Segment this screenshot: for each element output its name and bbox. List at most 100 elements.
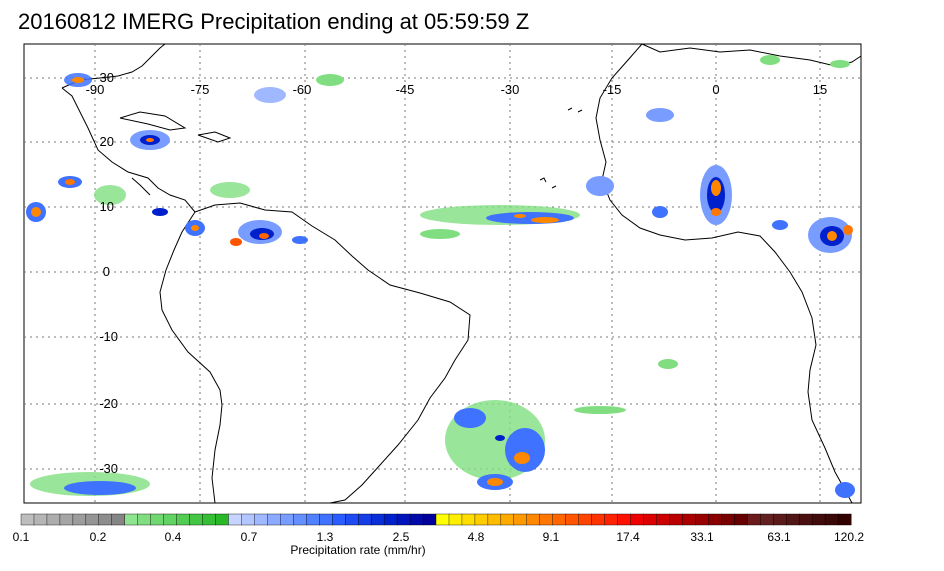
colorbar-tick-label: 0.4 xyxy=(165,530,182,544)
africa-coastline xyxy=(595,43,853,504)
precipitation-field xyxy=(26,55,855,498)
colorbar-swatch xyxy=(111,513,126,526)
lon-label: -15 xyxy=(603,82,622,97)
colorbar-swatch xyxy=(267,513,281,526)
cape-verde-islands xyxy=(539,177,557,189)
colorbar-swatch xyxy=(474,513,489,526)
colorbar-swatch xyxy=(280,513,294,526)
colorbar-swatch xyxy=(46,513,61,526)
colorbar-swatch xyxy=(254,513,268,526)
central-america-coastline xyxy=(61,87,196,213)
colorbar-swatch xyxy=(526,513,541,526)
lat-label: 10 xyxy=(100,199,114,214)
colorbar-swatch xyxy=(539,513,554,526)
colorbar-swatch xyxy=(785,513,800,526)
colorbar-swatch xyxy=(448,513,463,526)
colorbar-swatch xyxy=(72,513,87,526)
cuba-coastline xyxy=(119,111,187,131)
colorbar-swatch xyxy=(500,513,515,526)
colorbar-swatch xyxy=(319,513,333,526)
colorbar-swatch xyxy=(176,513,191,526)
colorbar-swatch xyxy=(357,513,372,526)
colorbar-swatch xyxy=(721,513,735,526)
colorbar-swatch xyxy=(682,513,696,526)
colorbar-tick-label: 1.3 xyxy=(317,530,334,544)
colorbar-swatch xyxy=(656,513,670,526)
colorbar-swatch xyxy=(513,513,528,526)
colorbar-swatch xyxy=(150,513,165,526)
colorbar-swatch xyxy=(565,513,580,526)
colorbar-tick-label: 0.2 xyxy=(90,530,107,544)
colorbar-swatch xyxy=(124,513,139,526)
colorbar-swatch xyxy=(591,513,606,526)
colorbar-tick-label: 0.1 xyxy=(13,530,30,544)
colorbar-tick-label: 0.7 xyxy=(241,530,258,544)
colorbar-swatch xyxy=(669,513,683,526)
colorbar-swatch xyxy=(708,513,722,526)
colorbar-swatch xyxy=(228,513,242,526)
colorbar-swatch xyxy=(578,513,593,526)
lon-label: -75 xyxy=(191,82,210,97)
hispaniola-coastline xyxy=(197,131,232,143)
colorbar-tick-labels: 0.1 0.2 0.4 0.7 1.3 2.5 4.8 9.1 17.4 33.… xyxy=(13,530,865,544)
colorbar-swatch xyxy=(422,513,437,526)
south-america-coastline xyxy=(159,202,471,504)
lat-label: -20 xyxy=(99,396,118,411)
colorbar-swatch xyxy=(345,513,359,526)
colorbar-swatch xyxy=(811,513,826,526)
lon-label: -60 xyxy=(293,82,312,97)
graticule xyxy=(24,44,861,503)
colorbar-swatch xyxy=(85,513,100,526)
colorbar-swatch xyxy=(409,513,424,526)
map-frame xyxy=(23,43,862,504)
colorbar-swatch xyxy=(643,513,657,526)
colorbar-swatch xyxy=(734,513,748,526)
longitude-labels: -90 -75 -60 -45 -30 -15 0 15 xyxy=(86,82,828,97)
lon-label: -90 xyxy=(86,82,105,97)
colorbar xyxy=(20,513,852,526)
colorbar-swatch xyxy=(202,513,217,526)
colorbar-swatch xyxy=(33,513,48,526)
colorbar-swatch xyxy=(747,513,761,526)
lat-label: 20 xyxy=(100,134,114,149)
lon-label: -30 xyxy=(501,82,520,97)
lat-label: -10 xyxy=(99,329,118,344)
latitude-labels: 30 20 10 0 -10 -20 -30 xyxy=(99,70,118,476)
colorbar-swatch xyxy=(617,513,632,526)
colorbar-swatch xyxy=(552,513,567,526)
colorbar-tick-label: 4.8 xyxy=(468,530,485,544)
colorbar-swatch xyxy=(189,513,204,526)
colorbar-tick-label: 63.1 xyxy=(767,530,791,544)
colorbar-swatch xyxy=(604,513,619,526)
colorbar-swatch xyxy=(241,513,255,526)
colorbar-swatch xyxy=(435,513,450,526)
colorbar-swatch xyxy=(215,513,229,526)
lat-label: -30 xyxy=(99,461,118,476)
colorbar-swatch xyxy=(760,513,774,526)
coastlines xyxy=(61,43,862,504)
colorbar-tick-label: 9.1 xyxy=(543,530,560,544)
colorbar-swatch xyxy=(332,513,346,526)
colorbar-tick-label: 2.5 xyxy=(393,530,410,544)
map-title: 20160812 IMERG Precipitation ending at 0… xyxy=(18,9,530,34)
lon-label: -45 xyxy=(396,82,415,97)
colorbar-swatch xyxy=(98,513,113,526)
canary-islands xyxy=(567,107,583,113)
colorbar-swatch xyxy=(59,513,74,526)
colorbar-swatch xyxy=(487,513,502,526)
colorbar-tick-label: 120.2 xyxy=(834,530,864,544)
lat-label: 0 xyxy=(103,264,110,279)
colorbar-swatch xyxy=(461,513,476,526)
colorbar-swatch xyxy=(798,513,813,526)
colorbar-swatch xyxy=(824,513,839,526)
colorbar-swatch xyxy=(20,513,35,526)
colorbar-swatch xyxy=(383,513,398,526)
colorbar-swatch xyxy=(837,513,852,526)
colorbar-swatch xyxy=(695,513,709,526)
colorbar-tick-label: 17.4 xyxy=(616,530,640,544)
colorbar-swatch xyxy=(163,513,178,526)
colorbar-swatch xyxy=(137,513,152,526)
lat-label: 30 xyxy=(100,70,114,85)
colorbar-swatch xyxy=(293,513,307,526)
